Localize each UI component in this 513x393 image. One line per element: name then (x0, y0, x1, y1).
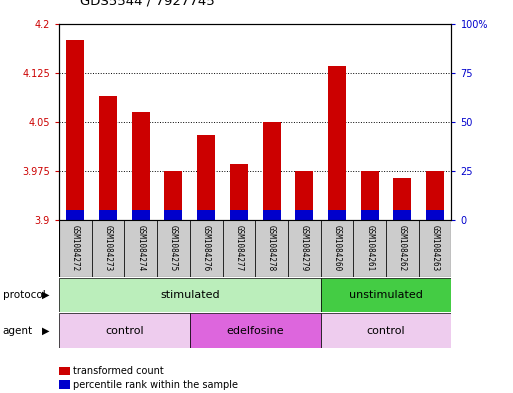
Text: GSM1084277: GSM1084277 (234, 226, 243, 272)
Bar (328, 66, 346, 220)
Bar (92, 220, 125, 277)
Bar (59, 220, 92, 277)
Text: edelfosine: edelfosine (226, 325, 284, 336)
Bar (263, 122, 281, 220)
Bar (426, 171, 444, 220)
Bar (321, 313, 451, 348)
Bar (190, 313, 321, 348)
Bar (99, 210, 117, 220)
Text: GSM1084262: GSM1084262 (398, 226, 407, 272)
Text: GSM1084263: GSM1084263 (430, 226, 440, 272)
Bar (328, 210, 346, 220)
Bar (321, 278, 451, 312)
Text: transformed count: transformed count (73, 366, 164, 376)
Bar (157, 220, 190, 277)
Text: GSM1084274: GSM1084274 (136, 226, 145, 272)
Bar (59, 313, 190, 348)
Bar (132, 112, 150, 220)
Text: GSM1084276: GSM1084276 (202, 226, 211, 272)
Bar (124, 220, 157, 277)
Text: GDS5544 / 7927745: GDS5544 / 7927745 (80, 0, 214, 8)
Bar (288, 220, 321, 277)
Bar (295, 171, 313, 220)
Bar (386, 220, 419, 277)
Bar (197, 210, 215, 220)
Bar (132, 210, 150, 220)
Bar (295, 210, 313, 220)
Bar (419, 220, 451, 277)
Bar (165, 171, 183, 220)
Text: stimulated: stimulated (160, 290, 220, 300)
Text: agent: agent (3, 325, 33, 336)
Bar (353, 220, 386, 277)
Bar (230, 210, 248, 220)
Text: GSM1084273: GSM1084273 (104, 226, 112, 272)
Bar (230, 164, 248, 220)
Bar (190, 220, 223, 277)
Bar (361, 210, 379, 220)
Bar (255, 220, 288, 277)
Bar (223, 220, 255, 277)
Bar (59, 278, 321, 312)
Text: control: control (367, 325, 405, 336)
Bar (426, 210, 444, 220)
Text: protocol: protocol (3, 290, 45, 300)
Text: GSM1084261: GSM1084261 (365, 226, 374, 272)
Text: GSM1084272: GSM1084272 (71, 226, 80, 272)
Text: GSM1084279: GSM1084279 (300, 226, 309, 272)
Bar (321, 220, 353, 277)
Bar (197, 135, 215, 220)
Bar (99, 95, 117, 220)
Bar (165, 210, 183, 220)
Text: GSM1084278: GSM1084278 (267, 226, 276, 272)
Bar (393, 178, 411, 220)
Text: GSM1084260: GSM1084260 (332, 226, 342, 272)
Bar (66, 40, 84, 220)
Text: ▶: ▶ (43, 325, 50, 336)
Text: ▶: ▶ (43, 290, 50, 300)
Text: percentile rank within the sample: percentile rank within the sample (73, 380, 239, 390)
Text: control: control (105, 325, 144, 336)
Bar (66, 210, 84, 220)
Text: GSM1084275: GSM1084275 (169, 226, 178, 272)
Bar (361, 171, 379, 220)
Bar (393, 210, 411, 220)
Text: unstimulated: unstimulated (349, 290, 423, 300)
Bar (263, 210, 281, 220)
